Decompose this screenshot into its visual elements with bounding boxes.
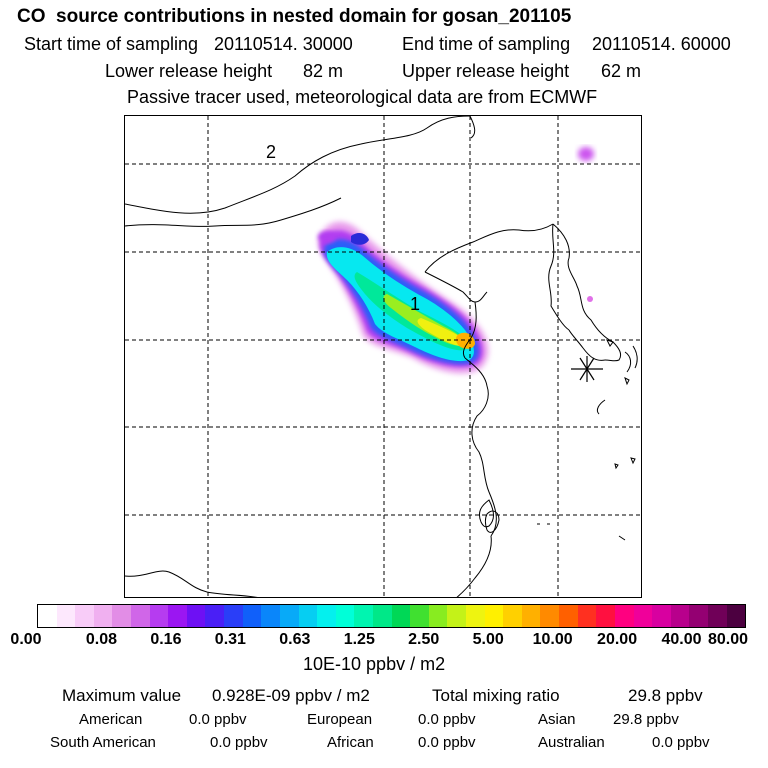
south-american-value: 0.0 ppbv xyxy=(210,734,268,751)
color-swatch xyxy=(298,605,318,627)
color-swatch xyxy=(633,605,653,627)
color-scale-tick-label: 2.50 xyxy=(408,631,440,648)
color-swatch xyxy=(503,605,522,627)
plot-title: CO source contributions in nested domain… xyxy=(17,6,572,27)
color-swatch xyxy=(670,605,690,627)
color-swatch xyxy=(577,605,597,627)
color-swatch xyxy=(428,605,448,627)
color-swatch xyxy=(168,605,187,627)
european-value: 0.0 ppbv xyxy=(418,711,476,728)
color-swatch xyxy=(521,605,541,627)
asian-label: Asian xyxy=(538,711,576,728)
australian-value: 0.0 ppbv xyxy=(652,734,710,751)
total-mixing-value: 29.8 ppbv xyxy=(628,686,703,705)
color-scale-units: 10E-10 ppbv / m2 xyxy=(303,654,446,674)
color-swatch xyxy=(186,605,206,627)
color-swatch xyxy=(131,605,150,627)
start-time-value: 20110514. 30000 xyxy=(214,34,353,54)
color-swatch xyxy=(335,605,355,627)
islands xyxy=(485,339,638,541)
cluster-label-2: 2 xyxy=(266,142,276,162)
color-swatch xyxy=(205,605,225,627)
color-swatch xyxy=(614,605,634,627)
american-label: American xyxy=(79,711,143,728)
color-scale-tick-label: 40.00 xyxy=(661,631,702,648)
american-value: 0.0 ppbv xyxy=(189,711,247,728)
max-value-label: Maximum value xyxy=(62,686,182,705)
color-swatch xyxy=(652,605,671,627)
color-swatch xyxy=(726,605,746,627)
end-time-label: End time of sampling xyxy=(402,34,571,54)
coastlines xyxy=(125,116,622,597)
color-swatch xyxy=(466,605,485,627)
upper-height-label: Upper release height xyxy=(402,61,570,81)
color-scale-tick-label: 0.63 xyxy=(279,631,311,648)
south-american-label: South American xyxy=(50,734,156,751)
color-swatch xyxy=(707,605,727,627)
color-swatch xyxy=(354,605,373,627)
european-label: European xyxy=(307,711,373,728)
color-swatch xyxy=(56,605,76,627)
color-swatch xyxy=(93,605,113,627)
color-scale-tick-label: 0.00 xyxy=(10,631,42,648)
color-swatch xyxy=(261,605,280,627)
color-swatch xyxy=(149,605,169,627)
color-swatch xyxy=(596,605,615,627)
start-time-label: Start time of sampling xyxy=(24,34,199,54)
color-swatch xyxy=(279,605,299,627)
star-receptor-icon xyxy=(571,356,603,382)
cluster-label-1: 1 xyxy=(410,294,420,314)
color-scale-tick-label: 20.00 xyxy=(597,631,638,648)
max-value: 0.928E-09 ppbv / m2 xyxy=(212,686,370,705)
african-label: African xyxy=(327,734,374,751)
color-scale-tick-label: 80.00 xyxy=(707,631,749,648)
asian-value: 29.8 ppbv xyxy=(613,711,679,728)
color-scale-tick-label: 5.00 xyxy=(472,631,504,648)
color-scale-tick-label: 10.00 xyxy=(532,631,573,648)
color-swatch xyxy=(224,605,243,627)
african-value: 0.0 ppbv xyxy=(418,734,476,751)
end-time-value: 20110514. 60000 xyxy=(592,34,731,54)
lower-height-label: Lower release height xyxy=(105,61,273,81)
color-swatch xyxy=(242,605,262,627)
color-scale-tick-label: 0.08 xyxy=(85,631,118,648)
lower-height-value: 82 m xyxy=(303,61,344,81)
color-swatch xyxy=(75,605,94,627)
color-swatch xyxy=(410,605,429,627)
color-scale-bar xyxy=(37,604,746,628)
color-swatch xyxy=(317,605,336,627)
color-swatch xyxy=(38,605,57,627)
color-scale-tick-label: 1.25 xyxy=(343,631,375,648)
color-swatch xyxy=(559,605,578,627)
upper-height-value: 62 m xyxy=(601,61,642,81)
color-scale-tick-label: 0.31 xyxy=(214,631,246,648)
map-panel: 1 2 xyxy=(124,115,642,598)
color-swatch xyxy=(484,605,504,627)
lat-lon-grid xyxy=(125,116,641,597)
color-swatch xyxy=(112,605,132,627)
concentration-plume xyxy=(318,147,594,374)
color-swatch xyxy=(447,605,467,627)
color-swatch xyxy=(391,605,411,627)
color-swatch xyxy=(540,605,560,627)
color-swatch xyxy=(689,605,708,627)
map-canvas: 1 2 xyxy=(125,116,641,597)
tracer-note: Passive tracer used, meteorological data… xyxy=(127,87,598,107)
color-swatch xyxy=(372,605,392,627)
total-mixing-label: Total mixing ratio xyxy=(432,686,560,705)
color-scale-tick-label: 0.16 xyxy=(150,631,182,648)
australian-label: Australian xyxy=(538,734,605,751)
